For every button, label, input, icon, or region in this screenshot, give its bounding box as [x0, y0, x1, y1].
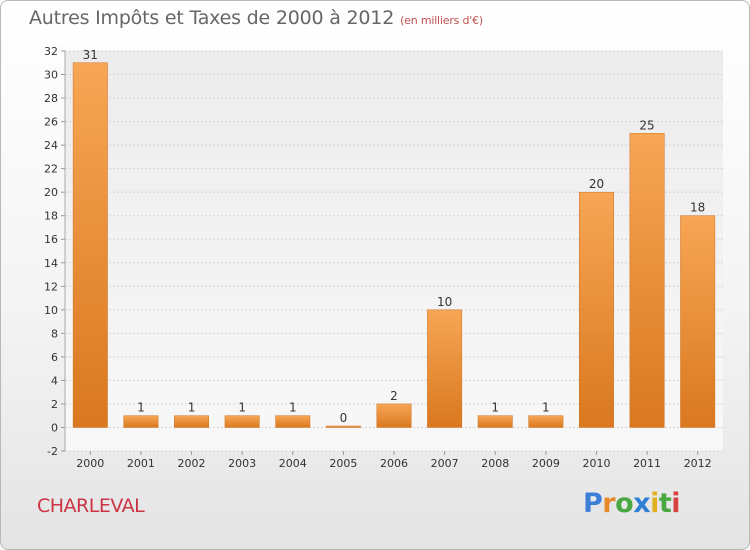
x-tick-label-2004: 2004 [279, 457, 307, 470]
x-tick-label-2009: 2009 [532, 457, 560, 470]
x-tick-label-2010: 2010 [582, 457, 610, 470]
value-label-2003: 1 [238, 401, 246, 415]
x-tick-label-2005: 2005 [329, 457, 357, 470]
y-tick-label: 16 [44, 233, 58, 246]
x-tick-label-2003: 2003 [228, 457, 256, 470]
city-name: CHARLEVAL [37, 495, 145, 517]
bar-2008 [477, 415, 513, 428]
chart-title: Autres Impôts et Taxes de 2000 à 2012 (en… [29, 7, 483, 29]
y-tick-label: 18 [44, 210, 58, 223]
y-tick-label: 20 [44, 186, 58, 199]
y-tick-label: 6 [51, 351, 58, 364]
value-label-2010: 20 [589, 177, 604, 191]
chart-title-text: Autres Impôts et Taxes de 2000 à 2012 [29, 7, 395, 29]
logo-letter: i [671, 488, 681, 519]
y-tick-label: 2 [51, 398, 58, 411]
x-tick-label-2007: 2007 [431, 457, 459, 470]
value-label-2012: 18 [690, 201, 705, 215]
bar-2007 [427, 309, 463, 428]
bar-2004 [275, 415, 311, 428]
y-tick-label: 4 [51, 374, 58, 387]
x-tick-label-2011: 2011 [633, 457, 661, 470]
x-tick-label-2000: 2000 [76, 457, 104, 470]
y-tick-label: 0 [51, 421, 58, 434]
bar-2006 [376, 403, 412, 428]
bar-2011 [629, 133, 665, 428]
value-label-2004: 1 [289, 401, 297, 415]
x-axis-ticks: 2000 2001 2002 2003 2004 2005 2006 2007 2008 2009… [76, 451, 712, 470]
value-label-2011: 25 [639, 118, 654, 132]
y-tick-label: 10 [44, 304, 58, 317]
bar-2000 [72, 62, 108, 428]
y-tick-label: 12 [44, 280, 58, 293]
logo-letter: o [615, 488, 634, 519]
value-label-2007: 10 [437, 295, 452, 309]
y-tick-label: -2 [47, 445, 58, 458]
logo-letter: P [583, 488, 603, 519]
logo-letter: t [658, 488, 672, 519]
y-tick-label: 8 [51, 327, 58, 340]
value-label-2005: 0 [340, 411, 348, 425]
bar-2001 [123, 415, 159, 428]
bar-2012 [680, 215, 716, 428]
y-tick-label: 26 [44, 116, 58, 129]
value-label-2001: 1 [137, 401, 145, 415]
value-label-2009: 1 [542, 401, 550, 415]
x-tick-label-2006: 2006 [380, 457, 408, 470]
chart-subtitle: (en milliers d'€) [400, 14, 483, 27]
y-tick-label: 24 [44, 139, 58, 152]
y-tick-label: 28 [44, 92, 58, 105]
y-tick-label: 14 [44, 257, 58, 270]
bar-2002 [174, 415, 209, 428]
bar-2009 [528, 415, 564, 428]
bar-2005 [325, 425, 361, 428]
proxiti-logo: Proxiti [583, 488, 681, 519]
y-tick-label: 22 [44, 163, 58, 176]
logo-letter: i [650, 488, 659, 519]
bar-2010 [579, 191, 614, 428]
x-tick-label-2002: 2002 [178, 457, 206, 470]
value-label-2008: 1 [491, 401, 499, 415]
x-tick-label-2012: 2012 [684, 457, 712, 470]
value-label-2006: 2 [390, 389, 398, 403]
logo-letter: x [633, 488, 651, 519]
x-tick-label-2008: 2008 [481, 457, 509, 470]
bar-2003 [224, 415, 260, 428]
y-tick-label: 32 [44, 45, 58, 58]
logo-letter: r [602, 488, 616, 519]
value-label-2000: 31 [83, 48, 98, 62]
x-tick-label-2001: 2001 [127, 457, 155, 470]
y-tick-label: 30 [44, 69, 58, 82]
value-label-2002: 1 [188, 401, 196, 415]
